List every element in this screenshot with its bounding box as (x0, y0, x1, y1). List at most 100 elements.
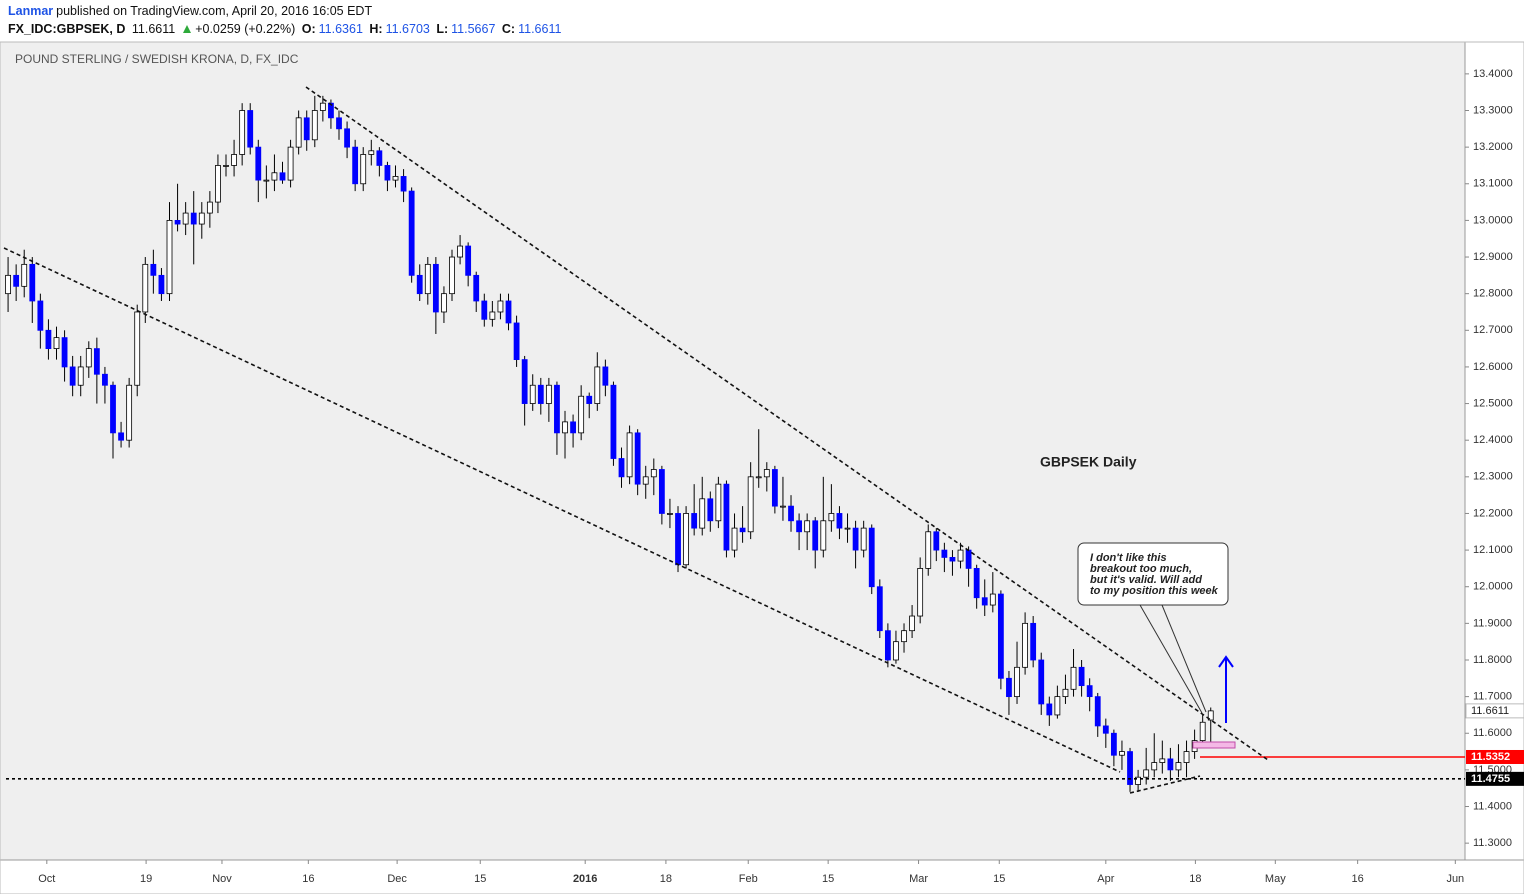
candle-body (263, 179, 270, 182)
candle-body (473, 274, 480, 302)
candle-body (457, 245, 463, 258)
candle-body (223, 165, 229, 167)
chart-label: GBPSEK Daily (1040, 454, 1137, 470)
candle-body (1127, 751, 1133, 785)
x-tick-label: 15 (474, 873, 486, 885)
candle-body (206, 201, 213, 214)
candle-body (1175, 762, 1182, 771)
candle-body (158, 274, 165, 295)
ohlc-label: O: (301, 22, 316, 36)
candle-body (917, 568, 924, 617)
y-tick-label: 12.1000 (1473, 544, 1513, 556)
y-tick-label: 13.4000 (1473, 68, 1513, 80)
candle-body (1062, 688, 1069, 698)
candle-body (739, 527, 746, 533)
candle-body (118, 432, 124, 441)
candle-body (1006, 677, 1012, 698)
y-tick-label: 12.0000 (1473, 581, 1513, 593)
candle-body (836, 513, 843, 529)
candle-body (1070, 666, 1077, 690)
candle-body (344, 128, 350, 148)
trendline (3, 247, 1121, 773)
y-tick-label: 12.5000 (1473, 397, 1513, 409)
candle-body (715, 483, 722, 522)
candle-body (37, 300, 44, 331)
candle-body (973, 568, 980, 599)
candle-body (1094, 696, 1101, 727)
candle-body (909, 615, 915, 632)
candle-body (771, 469, 778, 507)
candle-body (53, 337, 60, 350)
y-tick-label: 12.3000 (1473, 471, 1513, 483)
candle-body (85, 348, 92, 368)
candle-body (416, 274, 423, 295)
candle-body (949, 557, 956, 562)
candle-body (755, 476, 762, 479)
y-tick-label: 12.2000 (1473, 507, 1513, 519)
candle-body (319, 102, 326, 111)
candle-body (707, 498, 714, 522)
candle-body (1054, 696, 1061, 716)
chart-title: POUND STERLING / SWEDISH KRONA, D, FX_ID… (15, 52, 299, 66)
ohlc-label: H: (369, 22, 383, 36)
candle-body (747, 476, 754, 533)
candle-body (376, 150, 383, 166)
candle-body (182, 212, 189, 225)
candle-body (545, 384, 552, 404)
y-tick-label: 13.3000 (1473, 104, 1513, 116)
candle-body (271, 172, 278, 181)
candle-body (1110, 732, 1117, 756)
price-label: 11.4755 (1471, 773, 1510, 785)
candle-body (602, 366, 609, 386)
symbol: FX_IDC:GBPSEK, D (8, 22, 126, 36)
x-tick-label: Dec (387, 873, 407, 885)
candle-body (989, 593, 996, 606)
last-price-label: 11.6611 (1471, 705, 1509, 717)
candle-body (352, 146, 359, 185)
candle-body (562, 421, 568, 434)
candle-body (93, 348, 100, 375)
candle-body (537, 384, 544, 404)
x-tick-label: 18 (660, 873, 672, 885)
candle-body (812, 520, 819, 551)
candle-body (626, 432, 633, 478)
y-tick-label: 12.7000 (1473, 324, 1513, 336)
candle-body (957, 549, 964, 562)
candle-body (190, 212, 197, 225)
candle-body (667, 513, 673, 515)
last-price: 11.6611 (131, 22, 176, 36)
candle-body (1086, 685, 1093, 698)
candle-body (1102, 725, 1109, 734)
published: published on TradingView.com, April 20, … (56, 4, 373, 18)
x-tick-label: Oct (38, 873, 55, 885)
candle-body (763, 469, 770, 478)
candle-body (239, 110, 246, 155)
candle-body (497, 300, 504, 313)
candle-body (150, 263, 157, 276)
x-tick-label: 18 (1189, 873, 1201, 885)
candle-body (876, 586, 883, 632)
candle-body (174, 219, 181, 225)
candle-body (215, 165, 221, 203)
callout-text: I don't like this (1090, 552, 1167, 564)
candle-body (295, 117, 302, 148)
candle-body (521, 359, 528, 404)
candle-body (884, 630, 891, 661)
x-tick-label: 2016 (573, 873, 597, 885)
y-tick-label: 11.6000 (1473, 727, 1512, 739)
author[interactable]: Lanmar (8, 4, 54, 18)
candle-body (336, 117, 342, 130)
callout-text: but it's valid. Will add (1090, 574, 1202, 586)
last-price-box (1465, 703, 1524, 719)
symbol-line: FX_IDC:GBPSEK, D 11.6611 +0.0259 (+0.22%… (8, 22, 564, 36)
candle-body (642, 476, 649, 485)
y-tick-label: 13.2000 (1473, 141, 1513, 153)
candle-body (925, 531, 932, 569)
candle-body (941, 549, 948, 558)
candle-body (981, 597, 988, 606)
candle-body (658, 469, 665, 514)
x-tick-label: May (1265, 873, 1286, 885)
axes: 13.4000 13.3000 13.2000 13.1000 13.0000 12.90… (38, 68, 1524, 885)
candle-body (852, 527, 859, 551)
y-tick-label: 11.9000 (1473, 617, 1512, 629)
